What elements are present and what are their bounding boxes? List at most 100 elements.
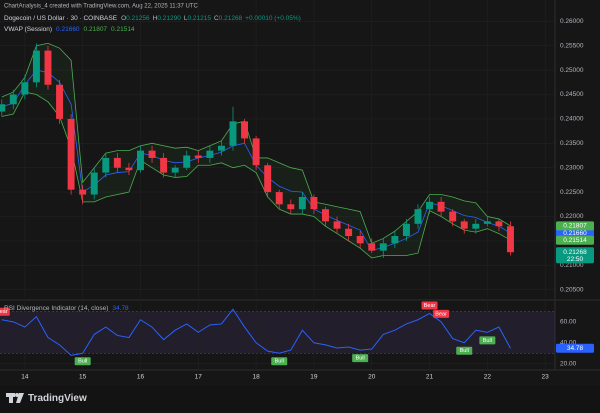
candle-body [113, 157, 121, 168]
ohlc-value: 0.21256 [126, 15, 150, 22]
x-tick-label: 17 [195, 374, 203, 381]
candle-body [356, 236, 364, 244]
x-tick-label: 19 [310, 374, 318, 381]
candle-body [102, 157, 110, 173]
y-tick-label: 0.22500 [560, 189, 584, 196]
y-tick-label: 0.24500 [560, 91, 584, 98]
candle-body [402, 223, 410, 237]
footer-brand: TradingView [28, 393, 87, 404]
candle-body [507, 226, 514, 253]
candle-body [495, 221, 503, 227]
signal-label: Bull [356, 356, 365, 362]
rsi-band [0, 311, 555, 354]
candle-body [241, 121, 249, 139]
candle-body [125, 167, 133, 171]
overlay-title: VWAP (Session) [4, 26, 52, 33]
price-label-box [556, 221, 594, 231]
candle-body [460, 221, 468, 229]
price-label-box [556, 228, 594, 238]
candle-body [379, 243, 387, 251]
signal-box [421, 301, 438, 310]
ohlc-value: 0.21268 [219, 15, 243, 22]
candle-body [449, 211, 457, 222]
candle-body [426, 201, 434, 210]
signal-box [0, 307, 10, 316]
candle-body [345, 228, 353, 237]
candle-body [472, 223, 480, 229]
y-tick-label: 0.23000 [560, 164, 584, 171]
candle-body [67, 118, 75, 190]
x-tick-label: 22 [484, 374, 492, 381]
candle-body [414, 209, 422, 224]
candle-body [21, 82, 29, 95]
price-label: 0.21660 [563, 230, 587, 237]
ohlc-key: O [121, 15, 126, 22]
candle-body [333, 221, 341, 229]
x-tick-label: 14 [21, 374, 29, 381]
last-price-label: 0.21268 [563, 249, 587, 256]
rsi-line [1, 308, 511, 356]
logo-stem [9, 393, 13, 403]
candle-body [310, 196, 318, 210]
candle-body [275, 192, 283, 205]
signal-label: Bear [0, 309, 8, 315]
signal-box [433, 309, 450, 318]
ohlc-value: 0.21215 [187, 15, 211, 22]
signal-label: Bull [483, 338, 492, 344]
candle-body [437, 201, 445, 212]
candle-body [0, 104, 6, 112]
candle-body [298, 196, 306, 210]
overlay-value: 0.21807 [84, 26, 108, 33]
signal-box [74, 357, 91, 366]
y-tick-label: 0.26000 [560, 18, 584, 25]
ohlc-value: 0.21290 [157, 15, 181, 22]
candle-body [32, 50, 40, 83]
x-tick-label: 21 [426, 374, 434, 381]
signal-label: Bear [424, 303, 436, 309]
candle-body [368, 243, 376, 251]
ohlc-key: H [153, 15, 158, 22]
ohlc-key: L [184, 15, 188, 22]
legend-line: Dogecoin / US Dollar · 30 · COINBASE O0.2… [4, 15, 301, 22]
signal-label: Bear [435, 311, 447, 317]
countdown-label: 22:50 [567, 256, 584, 263]
y-tick-label: 40.00 [560, 340, 577, 347]
symbol-title: Dogecoin / US Dollar · 30 · COINBASE [4, 15, 118, 22]
price-label: 0.21514 [563, 237, 587, 244]
signal-box [271, 357, 288, 366]
candle-body [206, 150, 214, 158]
candle-body [229, 121, 237, 146]
candle-body [160, 157, 168, 173]
candle-body [137, 150, 144, 171]
candle-body [148, 150, 156, 158]
x-tick-label: 15 [79, 374, 87, 381]
candle-body [79, 189, 87, 195]
y-tick-label: 0.25500 [560, 42, 584, 49]
x-tick-label: 20 [368, 374, 376, 381]
header-note: ChartAnalysis_4 created with TradingView… [4, 4, 199, 10]
price-label: 34.78 [567, 345, 584, 352]
ohlc-key: C [214, 15, 219, 22]
overlay-value: 0.21514 [111, 26, 135, 33]
candle-body [44, 50, 52, 85]
signal-label: Bull [78, 359, 87, 365]
band-fill [1, 43, 511, 258]
x-tick-label: 18 [252, 374, 260, 381]
band-line [1, 91, 511, 259]
y-tick-label: 60.00 [560, 319, 577, 326]
price-label: 0.21807 [563, 223, 587, 230]
change-value: +0.00010 (+0.05%) [245, 15, 301, 22]
candle-body [483, 221, 491, 224]
y-tick-label: 0.24000 [560, 116, 584, 123]
signal-box [352, 354, 369, 363]
x-tick-label: 23 [542, 374, 550, 381]
signal-box [479, 336, 496, 345]
candle-body [391, 236, 399, 244]
logo-slash [16, 393, 24, 403]
price-label-box [556, 235, 594, 245]
candle-body [217, 145, 225, 151]
rsi-title: RSI Divergence Indicator (14, close) [4, 305, 108, 312]
legend-line: VWAP (Session) 0.21660 0.21807 0.21514 [4, 26, 135, 33]
